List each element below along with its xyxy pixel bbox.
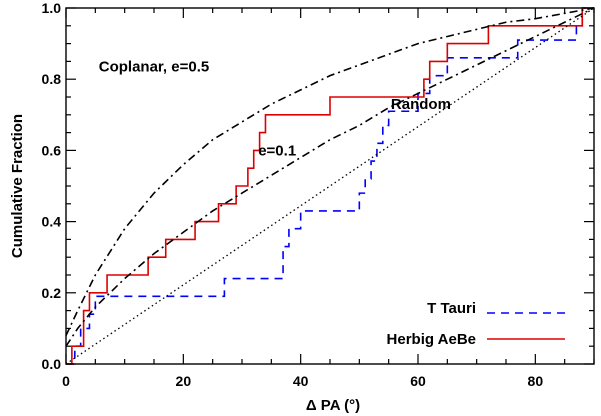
series-line-herbig-aebe (66, 7, 594, 365)
tick-labels: 0 20 40 60 80 0.0 0.2 0.4 0.6 0.8 1.0 (42, 0, 544, 389)
series-line-dash-dot-curve-4 (65, 7, 595, 336)
y-tick-label: 0.6 (42, 142, 62, 158)
x-axis-label: Δ PA (°) (306, 397, 360, 414)
axis-ticks (65, 7, 595, 365)
annotation-random: Random (391, 96, 451, 113)
y-axis-label: Cumulative Fraction (9, 114, 26, 258)
x-tick-label: 20 (176, 373, 192, 389)
y-tick-label: 0.0 (42, 356, 62, 372)
x-tick-label: 80 (528, 373, 544, 389)
x-tick-label: 40 (293, 373, 309, 389)
legend: T Tauri Herbig AeBe (387, 300, 565, 348)
curves-layer (65, 7, 595, 365)
x-tick-label: 0 (62, 373, 70, 389)
y-tick-label: 0.4 (42, 214, 62, 230)
y-tick-label: 1.0 (42, 0, 62, 16)
x-tick-label: 60 (410, 373, 426, 389)
y-tick-label: 0.2 (42, 285, 62, 301)
series-line-dash-dot-curve-3 (65, 7, 595, 347)
y-tick-label: 0.8 (42, 71, 62, 87)
annotation-e01: e=0.1 (258, 142, 296, 159)
legend-label-t-tauri: T Tauri (427, 300, 476, 317)
legend-label-herbig-aebe: Herbig AeBe (387, 331, 476, 348)
annotation-coplanar-e05: Coplanar, e=0.5 (99, 59, 209, 76)
